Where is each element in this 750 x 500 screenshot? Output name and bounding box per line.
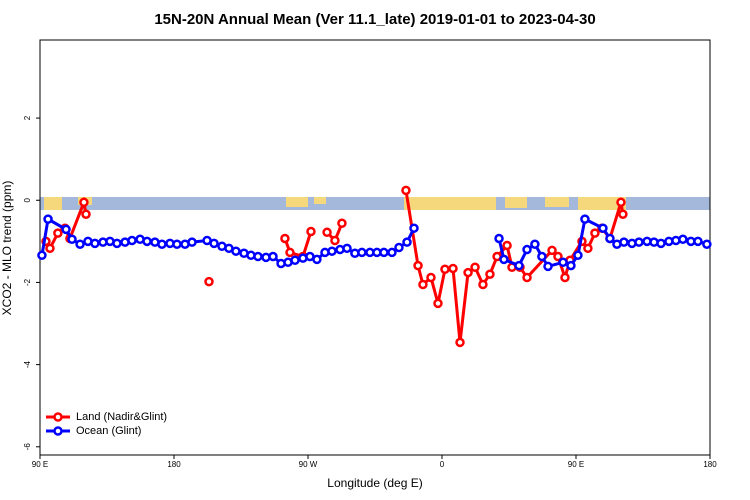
data-point bbox=[616, 197, 626, 208]
data-point bbox=[560, 272, 570, 283]
data-point bbox=[43, 214, 53, 224]
data-point bbox=[231, 246, 241, 256]
y-tick-label: 2 bbox=[23, 115, 32, 120]
data-point bbox=[598, 223, 608, 233]
y-tick-label: -2 bbox=[23, 278, 32, 286]
data-point bbox=[357, 247, 367, 258]
y-tick-label: -4 bbox=[23, 361, 32, 369]
data-point bbox=[537, 251, 547, 262]
data-point bbox=[580, 214, 590, 224]
data-point bbox=[312, 254, 322, 265]
data-point bbox=[337, 218, 347, 229]
data-point bbox=[90, 238, 100, 249]
data-point bbox=[45, 243, 55, 254]
data-point bbox=[590, 228, 600, 238]
data-point bbox=[75, 239, 85, 249]
data-point bbox=[204, 276, 214, 287]
legend-label: Land (Nadir&Glint) bbox=[76, 411, 167, 423]
data-point bbox=[61, 224, 71, 235]
data-point bbox=[209, 238, 219, 249]
y-axis-label: XCO2 - MLO trend (ppm) bbox=[0, 181, 14, 316]
data-point bbox=[514, 260, 524, 271]
y-tick-label: -6 bbox=[23, 443, 32, 451]
data-point bbox=[530, 239, 540, 249]
data-point bbox=[394, 242, 404, 253]
data-point bbox=[409, 223, 419, 233]
data-point bbox=[463, 267, 473, 278]
data-point bbox=[440, 264, 450, 275]
data-point bbox=[494, 233, 504, 244]
data-point bbox=[619, 237, 629, 247]
data-point bbox=[142, 236, 152, 247]
data-point bbox=[413, 260, 423, 271]
data-point bbox=[433, 298, 443, 309]
data-point bbox=[172, 239, 182, 249]
chart-title: 15N-20N Annual Mean (Ver 11.1_late) 2019… bbox=[154, 11, 595, 28]
data-point bbox=[522, 244, 532, 255]
data-point bbox=[306, 226, 316, 237]
data-point bbox=[67, 234, 77, 245]
data-point bbox=[285, 247, 295, 258]
map-strip bbox=[40, 197, 710, 210]
data-point bbox=[547, 245, 557, 256]
data-point bbox=[379, 247, 389, 258]
data-point bbox=[499, 254, 509, 265]
data-point bbox=[634, 237, 644, 247]
data-point bbox=[81, 209, 91, 219]
y-tick-label: 0 bbox=[23, 197, 32, 202]
data-point bbox=[656, 238, 666, 249]
data-point bbox=[583, 243, 593, 254]
x-tick-label: 180 bbox=[167, 460, 181, 469]
data-point bbox=[53, 228, 63, 238]
data-point bbox=[573, 250, 583, 261]
data-point bbox=[485, 269, 495, 279]
data-point bbox=[253, 251, 263, 262]
data-point bbox=[157, 239, 167, 249]
x-tick-label: 0 bbox=[440, 460, 445, 469]
data-point bbox=[553, 251, 563, 262]
data-point bbox=[402, 237, 412, 247]
data-point bbox=[702, 239, 712, 249]
data-point bbox=[112, 238, 122, 249]
data-point bbox=[558, 257, 568, 268]
x-tick-label: 90 E bbox=[568, 460, 584, 469]
data-point bbox=[187, 237, 197, 247]
legend-marker bbox=[53, 412, 63, 422]
data-point bbox=[543, 261, 553, 272]
data-point bbox=[448, 263, 458, 274]
data-point bbox=[280, 233, 290, 244]
legend-marker bbox=[53, 426, 63, 436]
legend-label: Ocean (Glint) bbox=[76, 425, 141, 437]
data-point bbox=[268, 251, 278, 262]
data-point bbox=[522, 272, 532, 283]
data-point bbox=[502, 240, 512, 251]
data-point bbox=[79, 197, 89, 208]
data-point bbox=[678, 234, 688, 245]
data-point bbox=[478, 279, 488, 290]
data-point bbox=[618, 209, 628, 219]
data-point bbox=[455, 337, 465, 348]
data-point bbox=[290, 255, 300, 265]
data-point bbox=[330, 235, 340, 246]
data-point bbox=[387, 247, 397, 258]
x-tick-label: 90 W bbox=[299, 460, 318, 469]
x-tick-label: 180 bbox=[703, 460, 717, 469]
x-axis-label: Longitude (deg E) bbox=[327, 476, 422, 490]
data-point bbox=[605, 233, 615, 244]
data-point bbox=[401, 185, 411, 196]
x-tick-label: 90 E bbox=[32, 460, 48, 469]
data-point bbox=[426, 272, 436, 283]
data-point bbox=[37, 250, 47, 261]
data-point bbox=[470, 262, 480, 272]
data-point bbox=[566, 260, 576, 271]
data-point bbox=[418, 279, 428, 290]
data-point bbox=[127, 235, 137, 246]
data-point bbox=[327, 246, 337, 256]
data-point bbox=[322, 227, 332, 238]
data-point bbox=[342, 243, 352, 254]
data-point bbox=[693, 236, 703, 247]
